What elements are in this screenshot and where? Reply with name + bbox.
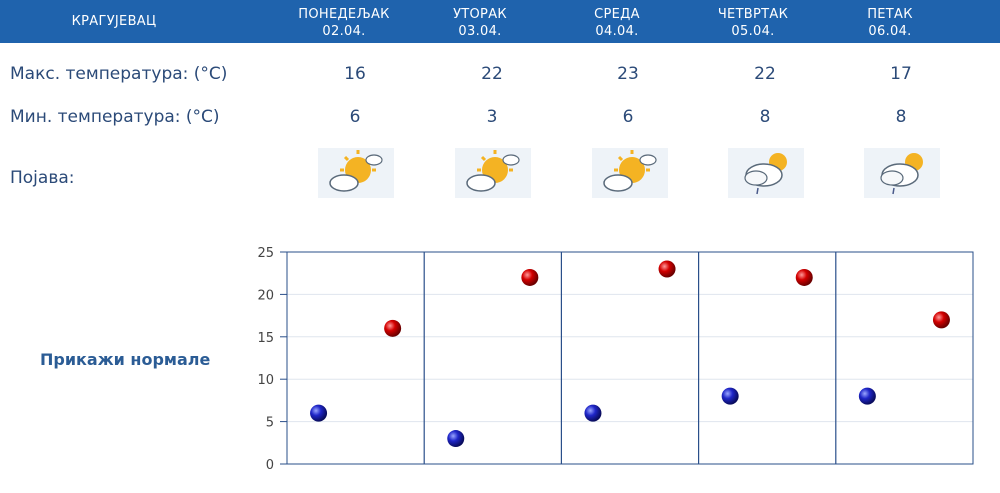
y-tick-label: 10 bbox=[257, 373, 274, 388]
cloudy-rain-icon bbox=[864, 148, 940, 198]
partly-sunny-icon bbox=[318, 148, 394, 198]
min-temp-marker bbox=[447, 430, 465, 448]
max-temp-value: 22 bbox=[754, 64, 776, 84]
min-temp-marker bbox=[310, 404, 328, 422]
max-temp-marker bbox=[384, 319, 402, 337]
plot-frame bbox=[286, 251, 974, 465]
y-axis-ticks: 0 5 10 15 20 25 bbox=[257, 246, 287, 473]
min-temp-marker bbox=[721, 387, 739, 405]
day-header-2: УТОРАК 03.04. bbox=[425, 6, 535, 40]
max-temp-marker bbox=[932, 311, 950, 329]
show-normals-link[interactable]: Прикажи нормале bbox=[40, 350, 211, 369]
partly-sunny-icon bbox=[592, 148, 668, 198]
max-temp-value: 22 bbox=[481, 64, 503, 84]
chart-markers bbox=[310, 260, 950, 448]
temperature-chart: 0 5 10 15 20 25 bbox=[257, 246, 974, 473]
min-temp-marker bbox=[858, 387, 876, 405]
min-temp-value: 8 bbox=[895, 107, 907, 127]
y-tick-label: 0 bbox=[266, 458, 274, 473]
y-tick-label: 20 bbox=[257, 288, 274, 303]
y-tick-label: 15 bbox=[257, 331, 274, 346]
city-name: КРАГУЈЕВАЦ bbox=[71, 14, 157, 29]
max-temp-marker bbox=[795, 268, 813, 286]
max-temp-value: 16 bbox=[344, 64, 366, 84]
day-name: ПОНЕДЕЉАК bbox=[298, 7, 390, 22]
y-tick-label: 5 bbox=[266, 416, 274, 431]
day-date: 03.04. bbox=[458, 24, 502, 39]
chart-grid bbox=[286, 251, 974, 465]
day-date: 02.04. bbox=[322, 24, 366, 39]
cloudy-rain-icon bbox=[728, 148, 804, 198]
day-date: 04.04. bbox=[595, 24, 639, 39]
min-temp-label: Мин. температура: (°C) bbox=[10, 107, 220, 127]
partly-sunny-icon bbox=[455, 148, 531, 198]
max-temp-value: 23 bbox=[617, 64, 639, 84]
phenomenon-label: Појава: bbox=[10, 168, 75, 188]
min-temp-value: 3 bbox=[486, 107, 498, 127]
max-temp-value: 17 bbox=[890, 64, 912, 84]
day-name: ЧЕТВРТАК bbox=[717, 7, 789, 22]
day-header-3: СРЕДА 04.04. bbox=[562, 6, 672, 40]
max-temp-marker bbox=[521, 268, 539, 286]
day-header-5: ПЕТАК 06.04. bbox=[835, 6, 945, 40]
max-temp-label: Макс. температура: (°C) bbox=[10, 64, 228, 84]
min-temp-value: 8 bbox=[759, 107, 771, 127]
day-date: 06.04. bbox=[868, 24, 912, 39]
min-temp-value: 6 bbox=[622, 107, 634, 127]
forecast-header: КРАГУЈЕВАЦ ПОНЕДЕЉАК 02.04. УТОРАК 03.04… bbox=[0, 0, 1000, 43]
min-temp-marker bbox=[584, 404, 602, 422]
day-header-4: ЧЕТВРТАК 05.04. bbox=[698, 6, 808, 40]
day-date: 05.04. bbox=[731, 24, 775, 39]
max-temp-marker bbox=[658, 260, 676, 278]
y-tick-label: 25 bbox=[257, 246, 274, 261]
day-name: СРЕДА bbox=[594, 7, 640, 22]
min-temp-value: 6 bbox=[349, 107, 361, 127]
day-name: УТОРАК bbox=[453, 7, 507, 22]
day-header-1: ПОНЕДЕЉАК 02.04. bbox=[289, 6, 399, 40]
day-name: ПЕТАК bbox=[867, 7, 913, 22]
